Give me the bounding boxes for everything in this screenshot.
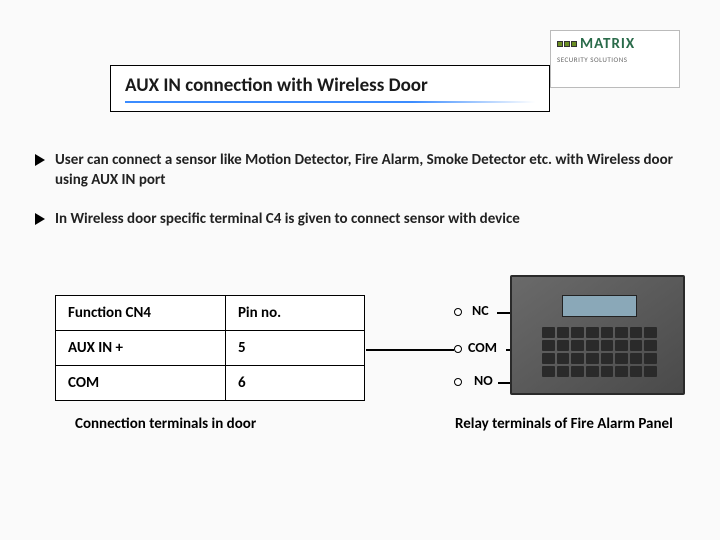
bullet-arrow-icon [35,154,45,166]
matrix-logo: MATRIX SECURITY SOLUTIONS [550,30,680,88]
table-cell: 6 [225,366,364,401]
table-row: AUX IN + 5 [56,331,365,366]
fire-alarm-panel [510,275,685,395]
table-cell: Function CN4 [56,296,226,331]
bullet-text: User can connect a sensor like Motion De… [55,150,680,191]
relay-label-nc: NC [472,302,489,319]
bullet-list: User can connect a sensor like Motion De… [35,150,680,247]
relay-label-com: COM [468,339,497,356]
bullet-item: In Wireless door specific terminal C4 is… [35,209,680,229]
panel-caption: Relay terminals of Fire Alarm Panel [455,415,673,433]
relay-dot-com [454,345,462,353]
table-cell: Pin no. [225,296,364,331]
table-cell: AUX IN + [56,331,226,366]
connection-line [366,349,454,351]
table-caption: Connection terminals in door [75,415,256,433]
panel-screen [562,295,637,317]
title-underline [125,101,535,103]
relay-dot-no [454,378,462,386]
table-cell: 5 [225,331,364,366]
table-row: Function CN4 Pin no. [56,296,365,331]
pin-table: Function CN4 Pin no. AUX IN + 5 COM 6 [55,295,365,401]
bullet-arrow-icon [35,213,45,225]
table-cell: COM [56,366,226,401]
relay-label-no: NO [474,372,493,389]
bullet-text: In Wireless door specific terminal C4 is… [55,209,520,229]
relay-dot-nc [454,308,462,316]
slide-title-box: AUX IN connection with Wireless Door [110,65,550,112]
logo-sub: SECURITY SOLUTIONS [557,55,673,64]
panel-keypad [542,327,657,377]
table-row: COM 6 [56,366,365,401]
bullet-item: User can connect a sensor like Motion De… [35,150,680,191]
logo-brand: MATRIX [580,35,635,53]
slide-title: AUX IN connection with Wireless Door [125,74,535,97]
